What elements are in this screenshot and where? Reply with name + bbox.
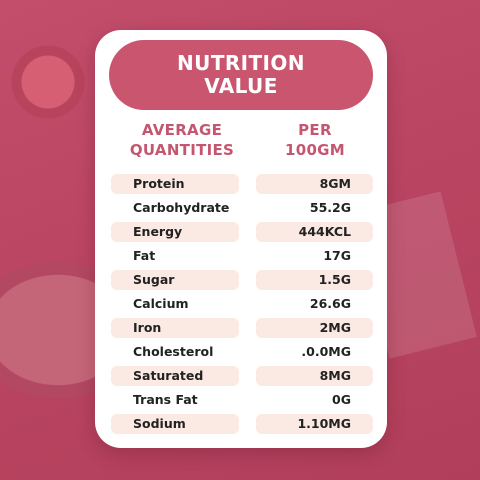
header-right-line-2: 100GM — [284, 141, 346, 159]
nutrition-card: NUTRITION VALUE AVERAGE QUANTITIES PER 1… — [95, 30, 387, 448]
row-label: Iron — [111, 318, 239, 338]
title-line-2: VALUE — [204, 74, 278, 98]
row-label: Energy — [111, 222, 239, 242]
row-label: Fat — [133, 248, 156, 263]
row-value: 17G — [323, 248, 351, 263]
table-row-fat: Fat 17G — [111, 244, 373, 268]
header-right-line-1: PER — [298, 121, 332, 139]
row-value: 1.10MG — [256, 414, 373, 434]
header-average-quantities: AVERAGE QUANTITIES — [109, 120, 255, 160]
row-value: 8MG — [256, 366, 373, 386]
table-row-carbohydrate: Carbohydrate 55.2G — [111, 196, 373, 220]
row-label: Saturated — [111, 366, 239, 386]
table-row-iron: Iron 2MG — [111, 316, 373, 340]
nutrition-table: Protein 8GM Carbohydrate 55.2G Energy 44… — [111, 172, 373, 436]
row-value: 444KCL — [256, 222, 373, 242]
table-row-sodium: Sodium 1.10MG — [111, 412, 373, 436]
row-value: 26.6G — [309, 296, 351, 311]
row-value: 2MG — [256, 318, 373, 338]
table-row-trans-fat: Trans Fat 0G — [111, 388, 373, 412]
table-row-energy: Energy 444KCL — [111, 220, 373, 244]
row-label: Carbohydrate — [133, 200, 230, 215]
title-banner: NUTRITION VALUE — [109, 40, 373, 110]
row-label: Cholesterol — [133, 344, 214, 359]
header-left-line-2: QUANTITIES — [129, 141, 235, 159]
row-label: Trans Fat — [133, 392, 198, 407]
row-value: 55.2G — [309, 200, 351, 215]
table-row-cholesterol: Cholesterol .0.0MG — [111, 340, 373, 364]
row-value: .0.0MG — [301, 344, 351, 359]
row-label: Sodium — [111, 414, 239, 434]
row-value: 8GM — [256, 174, 373, 194]
row-label: Protein — [111, 174, 239, 194]
title-line-1: NUTRITION — [177, 51, 305, 75]
table-row-saturated: Saturated 8MG — [111, 364, 373, 388]
row-label: Sugar — [111, 270, 239, 290]
header-per-100gm: PER 100GM — [253, 120, 377, 160]
row-label: Calcium — [133, 296, 189, 311]
table-row-sugar: Sugar 1.5G — [111, 268, 373, 292]
row-value: 1.5G — [256, 270, 373, 290]
table-row-protein: Protein 8GM — [111, 172, 373, 196]
table-row-calcium: Calcium 26.6G — [111, 292, 373, 316]
header-left-line-1: AVERAGE — [141, 121, 223, 139]
row-value: 0G — [332, 392, 351, 407]
